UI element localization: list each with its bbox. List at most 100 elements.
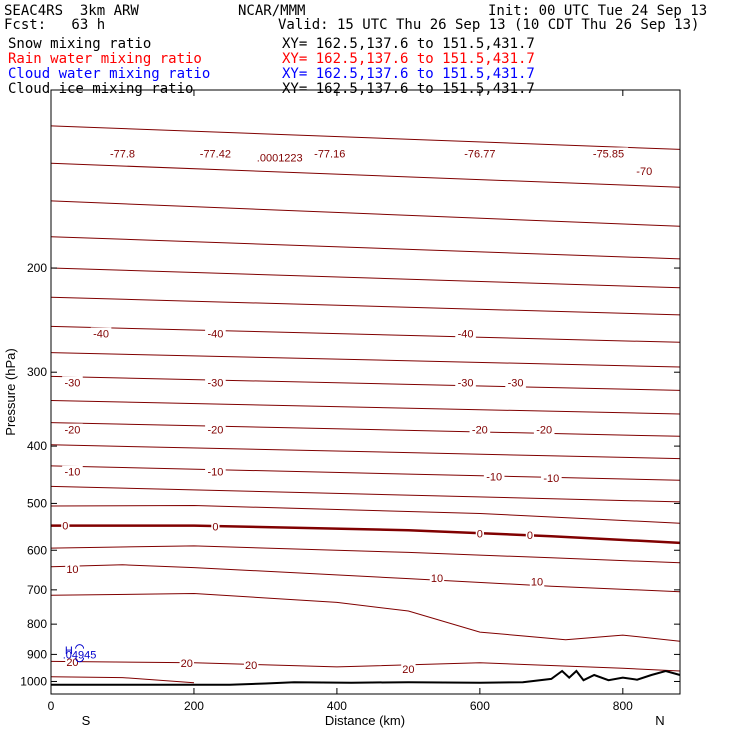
contour-label: -10 [64, 467, 80, 479]
contour-label: -20 [472, 425, 488, 437]
temperature-contour-9 [50, 400, 681, 415]
contour-label-bg [65, 562, 80, 575]
contour-label: 10 [66, 564, 78, 576]
contour-label: 10 [531, 577, 543, 589]
temperature-contour-6 [50, 325, 681, 343]
contour-label: -77.8 [110, 148, 135, 160]
contour-label: -30 [458, 377, 474, 389]
x-axis-title: Distance (km) [325, 713, 405, 728]
contour-label: 20 [181, 658, 193, 670]
cloud-water-contour [75, 657, 85, 663]
temperature-contour-15 [51, 524, 681, 545]
terrain-line [51, 669, 681, 686]
contour-label: -40 [458, 328, 474, 340]
contour-label: 20 [66, 657, 78, 669]
contour-label-bg [205, 327, 226, 340]
contour-label-bg [529, 575, 545, 588]
contour-label-bg [62, 423, 83, 436]
contour-label-bg [483, 470, 505, 483]
contour-label: 10 [431, 573, 443, 585]
contour-label-bg [205, 465, 226, 478]
temperature-contour-14 [50, 504, 681, 524]
y-tick-label: 400 [27, 439, 47, 453]
forecast-hour: Fcst: 63 h [4, 17, 106, 33]
x-tick-label: 0 [48, 699, 55, 713]
contour-label: 0 [527, 530, 533, 542]
field-snow-name: Snow mixing ratio [8, 36, 152, 52]
contour-label: -20 [64, 425, 80, 437]
temperature-contour-12 [50, 465, 681, 481]
x-axis: 0 200 400 600 800 [48, 90, 633, 713]
contour-label-bg [105, 147, 139, 160]
contour-label-bg [310, 147, 350, 160]
contour-label-bg [179, 656, 195, 669]
plot-frame [50, 89, 681, 695]
contour-label: -10 [543, 473, 559, 485]
x-start-label: S [82, 713, 91, 728]
temperature-contour-0 [50, 125, 681, 150]
cloud-water-contour [75, 644, 85, 649]
contour-label: -10 [207, 467, 223, 479]
temperature-contour-7 [50, 352, 681, 368]
contour-label: -30 [64, 377, 80, 389]
contour-label: 0 [212, 521, 218, 533]
y-tick-label: 900 [27, 647, 47, 661]
contour-label: 20 [245, 660, 257, 672]
contour-label-bg [62, 376, 83, 389]
y-tick-label: 500 [27, 496, 47, 510]
contour-label-bg [253, 151, 306, 164]
contour-label-bg [505, 376, 526, 389]
contour-label-bg [205, 423, 226, 436]
contour-label: -20 [536, 425, 552, 437]
temperature-contour-16 [50, 545, 681, 564]
y-tick-label: 700 [27, 583, 47, 597]
contour-label-bg [205, 376, 226, 389]
cloud-water-label: .04945 [63, 649, 97, 661]
contour-label-bg [588, 147, 629, 160]
contour-label-layer: -77.8 -77.42 -77.16 -76.77 -75.85 .0001223 -70… [61, 147, 655, 676]
contour-label-bg [211, 520, 220, 533]
temperature-contour-8 [50, 375, 681, 391]
terrain-layer [51, 669, 681, 686]
contour-label: 0 [62, 521, 68, 533]
temperature-contour-3 [50, 236, 681, 260]
contour-label: -40 [93, 328, 109, 340]
field-cloudwater-xy: XY= 162.5,137.6 to 151.5,431.7 [282, 66, 535, 82]
field-snow-xy: XY= 162.5,137.6 to 151.5,431.7 [282, 36, 535, 52]
contour-label-bg [525, 528, 534, 541]
contour-label-bg [633, 164, 655, 177]
cloud-water-label: H [65, 645, 73, 657]
cloud-water-layer: H.04945 [63, 644, 97, 663]
contour-label: -40 [207, 328, 223, 340]
y-tick-label: 200 [27, 261, 47, 275]
x-tick-label: 800 [613, 699, 633, 713]
temperature-contour-1 [50, 162, 681, 188]
temperature-contour-19 [50, 660, 681, 672]
contour-label: -76.77 [464, 148, 495, 160]
x-tick-label: 400 [327, 699, 347, 713]
temperature-contour-4 [50, 267, 681, 289]
model-title: SEAC4RS 3km ARW [4, 3, 139, 19]
temperature-contour-5 [50, 296, 681, 316]
field-rain-name: Rain water mixing ratio [8, 51, 202, 67]
contour-label: .0001223 [257, 152, 303, 164]
contour-label: -10 [486, 471, 502, 483]
temperature-contour-18 [50, 592, 681, 642]
contour-layer [50, 125, 681, 684]
field-rain-xy: XY= 162.5,137.6 to 151.5,431.7 [282, 51, 535, 67]
temperature-contour-2 [50, 200, 681, 227]
contour-label: 0 [477, 528, 483, 540]
contour-label-bg [62, 465, 83, 478]
y-tick-label: 600 [27, 543, 47, 557]
y-axis-title: Pressure (hPa) [3, 348, 18, 435]
contour-label-bg [455, 327, 476, 340]
contour-label: -30 [207, 377, 223, 389]
contour-label-bg [429, 571, 445, 584]
temperature-contour-10 [50, 422, 681, 437]
contour-label-bg [475, 527, 484, 540]
x-end-label: N [655, 713, 664, 728]
y-tick-label: 800 [27, 617, 47, 631]
contour-label: -20 [207, 425, 223, 437]
contour-label-bg [195, 147, 235, 160]
